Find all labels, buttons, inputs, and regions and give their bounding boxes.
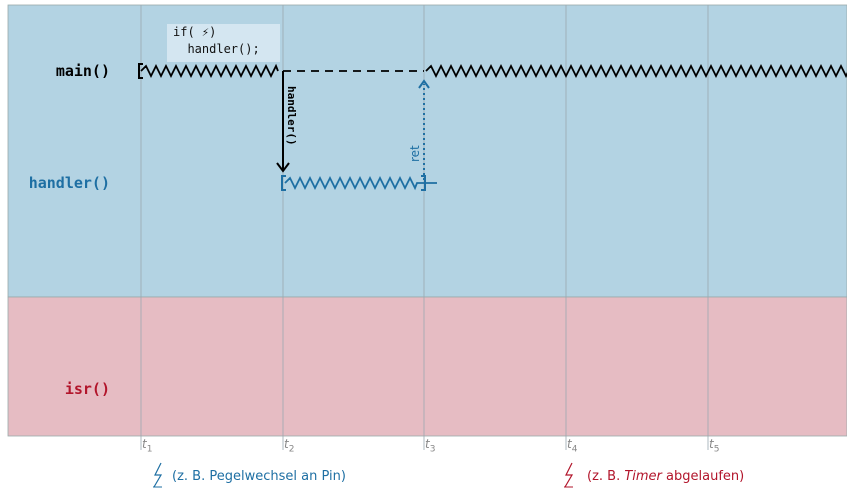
time-tick-t3: t3 bbox=[425, 437, 436, 455]
call-arrow-label: handler() bbox=[285, 86, 298, 146]
caption-timer-italic: Timer bbox=[624, 469, 662, 484]
lane-label-main: main() bbox=[55, 62, 110, 80]
interrupt-bolt-icon-red bbox=[564, 462, 574, 488]
return-arrow-head bbox=[418, 79, 430, 89]
return-arrow-label: ret bbox=[408, 145, 422, 162]
isr-lane-background bbox=[7, 296, 847, 437]
code-line-2: handler(); bbox=[173, 42, 260, 56]
main-active-wave-1 bbox=[140, 63, 279, 79]
interrupt-bolt-icon-blue bbox=[153, 462, 163, 488]
code-line-1: if( ⚡) bbox=[173, 25, 217, 39]
code-snippet: if( ⚡) handler(); bbox=[167, 24, 280, 62]
caption-timer: (z. B. Timer abgelaufen) bbox=[587, 469, 744, 484]
call-arrow-head bbox=[276, 162, 290, 173]
time-tick-t5: t5 bbox=[709, 437, 720, 455]
time-tick-t4: t4 bbox=[567, 437, 578, 455]
lane-label-isr: isr() bbox=[64, 380, 110, 398]
handler-end-bracket bbox=[421, 175, 426, 191]
time-tick-t2: t2 bbox=[284, 437, 295, 455]
caption-timer-suffix: abgelaufen) bbox=[661, 469, 745, 484]
main-start-bracket bbox=[138, 63, 143, 79]
main-active-wave-2 bbox=[425, 63, 847, 79]
lane-label-handler: handler() bbox=[28, 174, 110, 192]
time-tick-t1: t1 bbox=[142, 437, 153, 455]
caption-timer-prefix: (z. B. bbox=[587, 469, 625, 484]
caption-pin-change: (z. B. Pegelwechsel an Pin) bbox=[172, 469, 346, 484]
handler-start-bracket bbox=[281, 175, 286, 191]
thread-lane-background bbox=[7, 4, 847, 298]
handler-active-wave bbox=[284, 175, 437, 191]
